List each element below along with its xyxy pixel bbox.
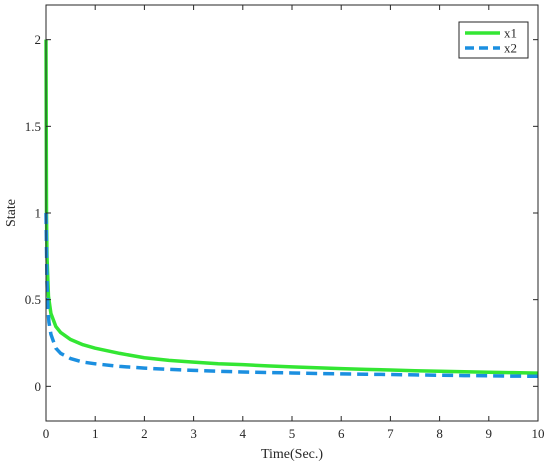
x-tick-label: 1 xyxy=(92,426,99,441)
series-line-x2 xyxy=(44,212,539,379)
legend-label-x1: x1 xyxy=(504,26,517,41)
x-tick-label: 0 xyxy=(43,426,50,441)
y-tick-label: 1 xyxy=(35,206,42,221)
series-line-x1 xyxy=(44,39,539,375)
x-tick-label: 5 xyxy=(289,426,296,441)
y-tick-label: 0.5 xyxy=(25,292,41,307)
y-tick-label: 0 xyxy=(35,379,42,394)
x-axis-label: Time(Sec.) xyxy=(261,447,323,462)
series-layer xyxy=(44,39,539,379)
x-tick-label: 4 xyxy=(240,426,247,441)
ticks-layer: 0 1 2 3 4 5 6 7 8 9 10 0 0.5 1 1.5 2 xyxy=(25,5,545,441)
plot-area xyxy=(46,5,538,421)
y-axis-label: State xyxy=(4,199,19,227)
y-tick-label: 2 xyxy=(35,32,42,47)
x-tick-label: 7 xyxy=(387,426,394,441)
legend-label-x2: x2 xyxy=(504,41,517,56)
x-tick-label: 8 xyxy=(436,426,443,441)
x-tick-label: 6 xyxy=(338,426,345,441)
x-tick-label: 3 xyxy=(190,426,197,441)
legend-box xyxy=(458,21,529,59)
x-tick-label: 2 xyxy=(141,426,148,441)
x-tick-label: 10 xyxy=(532,426,545,441)
x-tick-label: 9 xyxy=(486,426,493,441)
y-tick-label: 1.5 xyxy=(25,119,41,134)
